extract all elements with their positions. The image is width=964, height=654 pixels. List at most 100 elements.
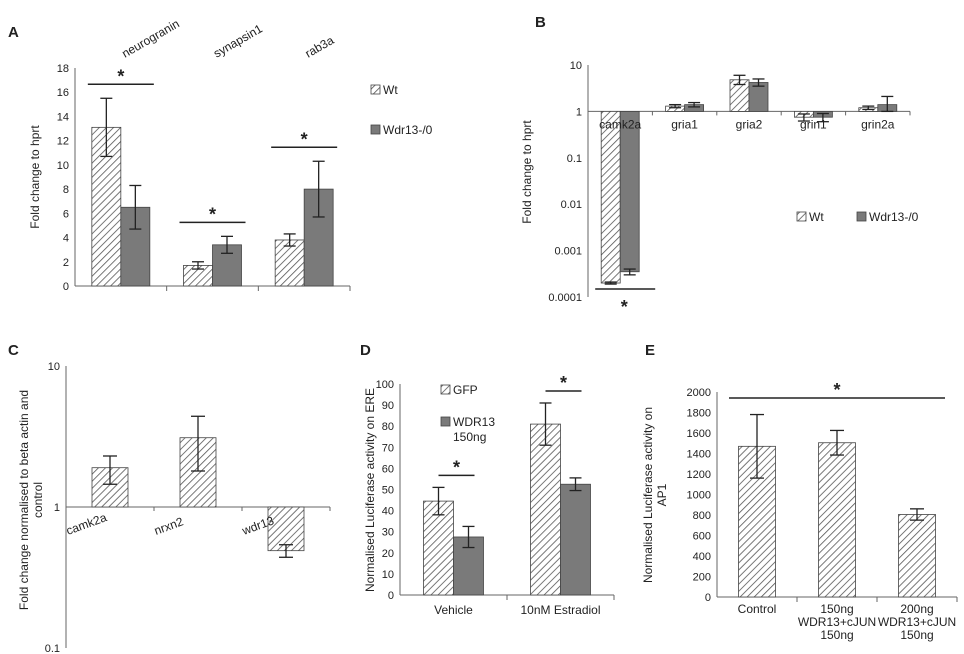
category-label: 150ng	[900, 628, 933, 642]
category-label: camk2a	[64, 510, 109, 538]
panel-a-tick-label: 14	[57, 111, 69, 123]
panel-b-chart: 0.0001 0.001 0.01 0.1 1 10 Fold change to hprt…	[520, 60, 919, 317]
panel-a-tick-label: 4	[63, 233, 69, 245]
panel-d-tick-label: 100	[376, 379, 394, 391]
panel-a-tick-label: 2	[63, 257, 69, 269]
panel-label-a: A	[8, 24, 19, 41]
panel-b-y-title: Fold change to hprt	[520, 120, 534, 224]
category-label: grin1	[800, 117, 827, 131]
panel-a-y-title: Fold change to hprt	[28, 125, 42, 229]
category-label: gria1	[671, 117, 698, 131]
significance-star: *	[209, 204, 216, 224]
panel-a-tick-label: 16	[57, 87, 69, 99]
panel-e-tick-label: 200	[693, 572, 711, 584]
panel-d-tick-label: 60	[382, 463, 394, 475]
category-label: Vehicle	[434, 603, 473, 617]
category-label: grin2a	[861, 117, 895, 131]
panel-c-tick-label: 10	[48, 361, 60, 373]
legend-swatch-wt	[370, 84, 381, 95]
category-label: nrxn2	[152, 514, 185, 538]
panel-e-tick-label: 1800	[687, 408, 711, 420]
panel-b-tick-label: 0.0001	[548, 292, 582, 304]
category-label: camk2a	[599, 117, 641, 131]
legend-label-wdr13-dose: 150ng	[453, 430, 486, 444]
legend-swatch-wt	[796, 211, 807, 222]
panel-label-e: E	[645, 342, 655, 359]
bar	[898, 514, 936, 598]
panel-d-y-title: Normalised Luciferase activity on ERE	[363, 388, 377, 592]
panel-e-tick-label: 1200	[687, 469, 711, 481]
panel-e-tick-label: 1600	[687, 428, 711, 440]
panel-d-tick-label: 50	[382, 485, 394, 497]
category-label: 10nM Estradiol	[520, 603, 600, 617]
legend-label-wt: Wt	[809, 210, 824, 224]
category-label: 150ng	[820, 602, 853, 616]
panel-d-tick-label: 0	[388, 590, 394, 602]
panel-e-tick-label: 800	[693, 510, 711, 522]
panel-b-tick-label: 0.001	[554, 246, 582, 258]
significance-star: *	[301, 129, 308, 149]
significance-star: *	[621, 297, 628, 317]
panel-d-tick-label: 40	[382, 506, 394, 518]
panel-c-tick-label: 0.1	[45, 643, 60, 654]
panel-a-tick-label: 18	[57, 63, 69, 75]
panel-d-tick-label: 70	[382, 442, 394, 454]
category-label: rab3a	[303, 33, 337, 61]
panel-e-tick-label: 600	[693, 531, 711, 543]
panel-e-tick-label: 1400	[687, 449, 711, 461]
bar	[267, 506, 305, 552]
panel-c-y-title: Fold change normalised to beta actin and…	[17, 390, 45, 610]
panel-b-tick-label: 10	[570, 60, 582, 72]
panel-a-tick-label: 8	[63, 184, 69, 196]
panel-a-tick-label: 0	[63, 281, 69, 293]
significance-star: *	[117, 66, 124, 86]
category-label: Control	[738, 602, 777, 616]
panel-c-tick-label: 1	[54, 502, 60, 514]
legend-label-wdr13: WDR13	[453, 415, 495, 429]
panel-a-tick-label: 12	[57, 136, 69, 148]
legend-swatch-wdr13	[856, 211, 867, 222]
bar	[530, 423, 561, 596]
legend-swatch-gfp	[440, 384, 451, 395]
panel-e-tick-label: 2000	[687, 387, 711, 399]
panel-d-tick-label: 30	[382, 527, 394, 539]
legend-label-wt: Wt	[383, 83, 398, 97]
category-label: synapsin1	[211, 21, 265, 60]
legend-label-gfp: GFP	[453, 383, 478, 397]
bar	[619, 111, 640, 273]
panel-label-d: D	[360, 342, 371, 359]
panel-d-tick-label: 90	[382, 400, 394, 412]
category-label: gria2	[736, 117, 763, 131]
legend-label-wdr13: Wdr13-/0	[383, 123, 433, 137]
panel-e-tick-label: 0	[705, 592, 711, 604]
bar	[748, 82, 769, 112]
category-label: WDR13+cJUN	[878, 615, 956, 629]
panel-e-tick-label: 1000	[687, 490, 711, 502]
panel-a-tick-label: 6	[63, 208, 69, 220]
legend-swatch-wdr13	[440, 416, 451, 427]
bar	[818, 442, 856, 598]
panel-a-chart: 0 2 4 6 8 10 12 14 16 18 Fold change to hprt neurog…	[28, 16, 433, 293]
panel-b-tick-label: 1	[576, 106, 582, 118]
significance-star: *	[833, 380, 840, 400]
significance-star: *	[453, 457, 460, 477]
category-label: 150ng	[820, 628, 853, 642]
panel-a-tick-label: 10	[57, 160, 69, 172]
bar	[453, 536, 484, 596]
category-label: 200ng	[900, 602, 933, 616]
panel-d-tick-label: 10	[382, 569, 394, 581]
panel-d-tick-label: 80	[382, 421, 394, 433]
panel-b-tick-label: 0.1	[567, 153, 582, 165]
category-label: neurogranin	[119, 16, 181, 60]
panel-d-tick-label: 20	[382, 548, 394, 560]
bar	[560, 483, 591, 596]
panel-label-b: B	[535, 14, 546, 31]
panel-e-y-title: Normalised Luciferase activity onAP1	[641, 407, 669, 583]
panel-e-chart: 0 200 400 600 800 1000 1200 1400 1600 1800 2000 Nor…	[641, 380, 958, 642]
panel-c-chart: 0.1 1 10 Fold change normalised to beta act…	[17, 361, 331, 654]
panel-e-tick-label: 400	[693, 551, 711, 563]
significance-star: *	[560, 373, 567, 393]
panel-b-tick-label: 0.01	[561, 199, 582, 211]
